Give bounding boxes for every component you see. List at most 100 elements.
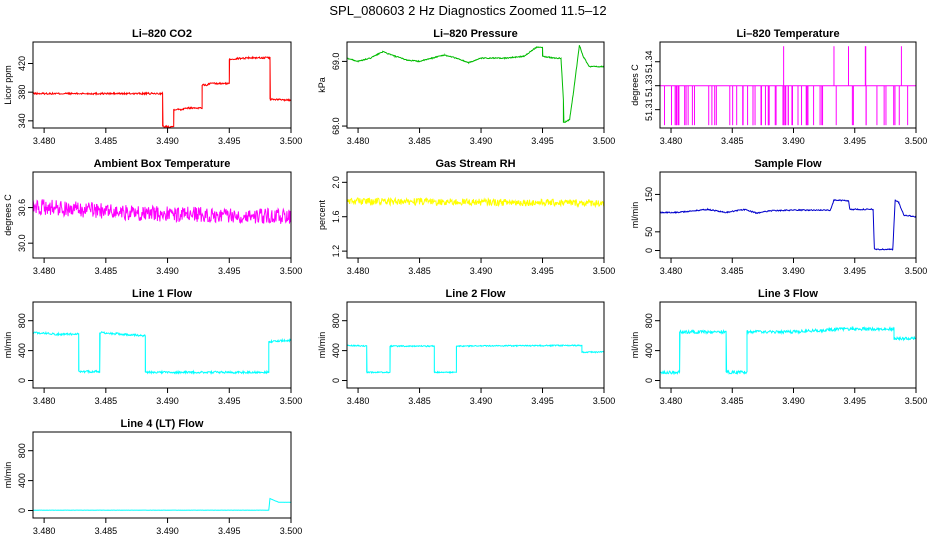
x-tick-label: 3.490 [156, 266, 179, 276]
y-axis-label: degrees C [3, 194, 13, 236]
y-tick-label: 400 [17, 343, 27, 358]
x-tick-label: 3.485 [408, 266, 431, 276]
chart-panel: Line 2 Flow 3.480 3.485 3.490 3.495 3.500 0 400… [317, 288, 615, 406]
series-line [659, 325, 917, 376]
chart-panel: Sample Flow 3.480 3.485 3.490 3.495 3.500 0 50 1… [630, 158, 927, 276]
chart-panel: Line 1 Flow 3.480 3.485 3.490 3.495 3.500 0 400… [3, 288, 302, 406]
y-tick-label: 30.0 [17, 234, 27, 252]
plot-frame [659, 301, 917, 389]
chart-title: Line 1 Flow [132, 288, 192, 300]
x-tick-label: 3.495 [843, 136, 866, 146]
y-axis-label: kPa [317, 77, 327, 93]
chart-title: Sample Flow [754, 158, 822, 170]
x-tick-label: 3.485 [95, 136, 118, 146]
y-tick-label: 340 [17, 113, 27, 128]
y-axis-label: ml/min [3, 332, 13, 359]
series-line [346, 344, 605, 375]
x-tick-label: 3.485 [95, 266, 118, 276]
y-tick-label: 68.0 [331, 117, 341, 135]
chart-panels: Li–820 CO2 3.480 3.485 3.490 3.495 3.500 340 38… [3, 28, 927, 536]
series-line [32, 55, 292, 129]
x-tick-label: 3.490 [156, 136, 179, 146]
x-tick-label: 3.495 [531, 266, 554, 276]
y-tick-label: 0 [644, 248, 654, 253]
x-tick-label: 3.495 [843, 396, 866, 406]
y-axis-label: ml/min [630, 332, 640, 359]
plot-frame [32, 41, 292, 129]
x-tick-label: 3.495 [531, 396, 554, 406]
chart-panel: Line 4 (LT) Flow 3.480 3.485 3.490 3.495 3.50… [3, 418, 302, 536]
y-tick-label: 51.33 [644, 74, 654, 97]
plot-frame [346, 171, 605, 259]
x-tick-label: 3.485 [95, 396, 118, 406]
series-line [659, 198, 917, 251]
y-tick-label: 380 [17, 85, 27, 100]
x-tick-label: 3.500 [593, 266, 616, 276]
x-tick-label: 3.490 [156, 526, 179, 536]
y-tick-label: 800 [331, 313, 341, 328]
x-tick-label: 3.490 [782, 396, 805, 406]
series-line [346, 45, 605, 123]
chart-panel: Li–820 CO2 3.480 3.485 3.490 3.495 3.500 340 38… [3, 28, 302, 146]
x-tick-label: 3.480 [660, 136, 683, 146]
series-line [346, 196, 605, 209]
x-tick-label: 3.480 [33, 396, 56, 406]
x-tick-label: 3.485 [408, 396, 431, 406]
chart-title: Line 2 Flow [446, 288, 506, 300]
series-line [32, 497, 291, 511]
x-tick-label: 3.495 [531, 136, 554, 146]
series-line [32, 199, 292, 224]
y-tick-label: 150 [644, 187, 654, 202]
x-tick-label: 3.495 [218, 396, 241, 406]
chart-panel: Ambient Box Temperature 3.480 3.485 3.490 3.… [3, 158, 302, 276]
y-tick-label: 0 [644, 378, 654, 383]
chart-panel: Li–820 Pressure 3.480 3.485 3.490 3.495 3.500… [317, 28, 615, 146]
y-tick-label: 30.6 [17, 199, 27, 217]
y-tick-label: 0 [17, 508, 27, 513]
x-tick-label: 3.495 [218, 136, 241, 146]
x-tick-label: 3.500 [905, 266, 928, 276]
x-tick-label: 3.490 [470, 266, 493, 276]
y-tick-label: 2.0 [331, 176, 341, 189]
chart-panel: Gas Stream RH 3.480 3.485 3.490 3.495 3.500 1.… [317, 158, 615, 276]
x-tick-label: 3.500 [280, 526, 303, 536]
x-tick-label: 3.500 [905, 136, 928, 146]
plot-frame [32, 431, 292, 519]
x-tick-label: 3.480 [33, 526, 56, 536]
y-axis-label: percent [317, 199, 327, 230]
chart-title: Line 4 (LT) Flow [121, 418, 204, 430]
x-tick-label: 3.480 [33, 136, 56, 146]
y-axis-label: ml/min [317, 332, 327, 359]
x-tick-label: 3.485 [721, 136, 744, 146]
y-tick-label: 69.0 [331, 53, 341, 71]
x-tick-label: 3.480 [347, 396, 370, 406]
x-tick-label: 3.500 [593, 136, 616, 146]
y-tick-label: 1.6 [331, 210, 341, 223]
y-axis-label: ml/min [630, 202, 640, 229]
plot-frame [346, 41, 605, 129]
chart-panel: Line 3 Flow 3.480 3.485 3.490 3.495 3.500 0 400… [630, 288, 927, 406]
chart-title: Li–820 Pressure [433, 28, 517, 40]
chart-title: Line 3 Flow [758, 288, 818, 300]
x-tick-label: 3.480 [347, 136, 370, 146]
x-tick-label: 3.480 [660, 396, 683, 406]
x-tick-label: 3.490 [470, 396, 493, 406]
x-tick-label: 3.495 [218, 526, 241, 536]
y-tick-label: 420 [17, 56, 27, 71]
x-tick-label: 3.480 [33, 266, 56, 276]
x-tick-label: 3.495 [843, 266, 866, 276]
chart-title: Gas Stream RH [435, 158, 515, 170]
y-tick-label: 800 [644, 313, 654, 328]
x-tick-label: 3.480 [660, 266, 683, 276]
y-axis-label: degrees C [630, 64, 640, 106]
plot-frame [32, 301, 292, 389]
x-tick-label: 3.485 [408, 136, 431, 146]
chart-title: Li–820 Temperature [736, 28, 839, 40]
y-tick-label: 51.34 [644, 50, 654, 73]
y-tick-label: 0 [17, 378, 27, 383]
y-axis-label: Licor ppm [3, 65, 13, 105]
y-tick-label: 400 [331, 343, 341, 358]
y-tick-label: 51.31 [644, 98, 654, 121]
x-tick-label: 3.500 [593, 396, 616, 406]
